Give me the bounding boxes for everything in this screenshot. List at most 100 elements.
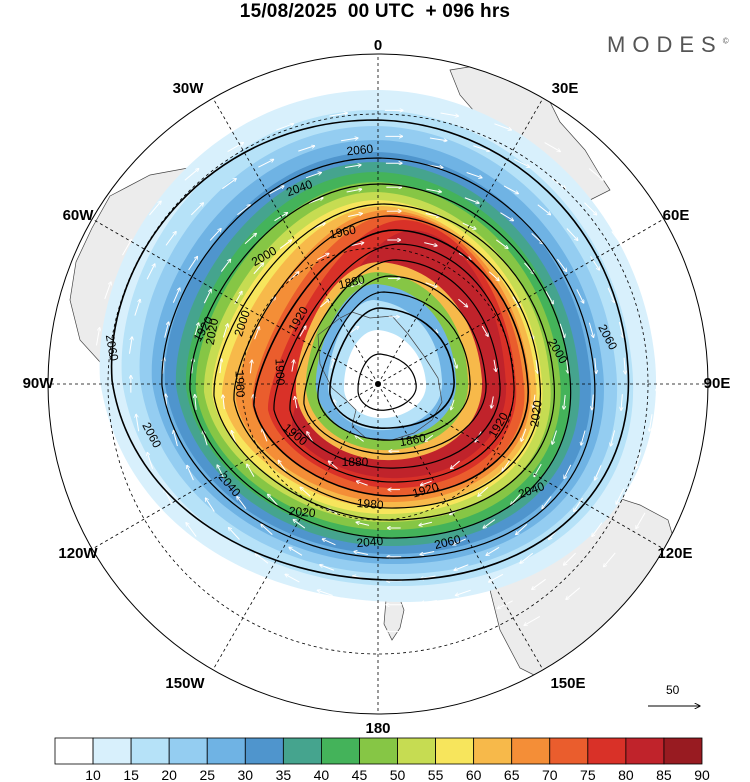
wind-vector [305, 173, 321, 179]
contour-label-group: 2060 [103, 333, 121, 362]
longitude-label: 0 [374, 37, 382, 54]
wind-vector [545, 291, 553, 303]
contour-label-group: 2020 [527, 399, 545, 428]
wind-vector [440, 112, 459, 116]
colorbar-tick-label: 70 [542, 767, 558, 782]
contour-label-group: 1860 [398, 431, 427, 449]
contour-1920 [289, 259, 501, 469]
wind-vector [655, 239, 665, 255]
wind-vector [253, 263, 264, 275]
longitude-label: 90E [704, 375, 731, 392]
contour-label-group: 2040 [356, 534, 384, 550]
wind-vector [269, 186, 284, 195]
reference-vector-label: 50 [666, 683, 680, 697]
wind-vector [581, 430, 586, 445]
wind-vector [607, 287, 615, 303]
wind-speed-colorbar: 10 15 20 25 30 35 40 45 50 55 60 65 70 75 80 85 90 [54, 737, 710, 782]
wind-vector [483, 519, 496, 528]
longitude-label: 180 [365, 720, 390, 737]
colorbar-tick-label: 75 [580, 767, 596, 782]
wind-vector [120, 469, 127, 487]
contour-2020 [189, 183, 572, 539]
colorbar-swatch [130, 737, 170, 765]
wind-vector [212, 553, 225, 566]
wind-vector [621, 394, 622, 410]
wind-vector [220, 259, 230, 272]
wind-vector [516, 523, 528, 534]
contour-1900 [303, 275, 487, 455]
wind-vector [521, 428, 527, 441]
contour-label: 2060 [103, 333, 121, 362]
wind-vector [649, 414, 653, 431]
wind-vector [424, 434, 434, 441]
wind-vector [279, 240, 292, 249]
wind-vector [242, 579, 257, 590]
wind-vector [208, 588, 223, 600]
wind-vector [494, 123, 511, 130]
wind-vector [237, 205, 250, 216]
wind-vector [604, 552, 616, 567]
antarctica-coastline [317, 311, 443, 441]
wind-vector [350, 243, 364, 247]
wind-vector [122, 239, 131, 256]
wind-vector [346, 189, 362, 193]
contour-1960 [253, 229, 529, 497]
wind-vector [564, 394, 566, 409]
wind-vector [557, 258, 566, 271]
wind-vector [105, 423, 109, 441]
wind-vector [188, 256, 198, 271]
wind-vector [341, 138, 358, 142]
meridian-line [377, 98, 544, 385]
wind-vector [687, 327, 691, 346]
logo-text: MODES [607, 32, 723, 57]
colorbar-swatch [54, 737, 94, 765]
longitude-label: 60E [663, 207, 690, 224]
wind-vector [164, 322, 169, 338]
wind-vector [611, 430, 616, 446]
contour-label: 1960 [328, 222, 357, 241]
wind-vector [453, 358, 457, 368]
wind-vector [537, 204, 551, 215]
wind-vector [676, 281, 683, 299]
wind-vector [552, 430, 557, 445]
wind-vector [255, 553, 269, 564]
wind-vector [595, 358, 596, 373]
colorbar-tick-label: 45 [352, 767, 368, 782]
wind-vector [338, 652, 356, 656]
colorbar-swatch [92, 737, 132, 765]
wind-vector [624, 357, 625, 374]
south-pole-marker [375, 381, 381, 387]
colorbar-tick-label: 40 [314, 767, 330, 782]
wind-vector [320, 565, 335, 571]
wind-vector [680, 422, 684, 441]
longitude-label: 30E [552, 80, 579, 97]
reference-vector: 50 [648, 683, 700, 706]
wind-vector [329, 113, 348, 117]
wind-vector [511, 493, 521, 505]
wind-vector [299, 326, 306, 337]
meridian-line [92, 218, 379, 385]
contour-1880 [317, 291, 471, 441]
wind-vector [450, 460, 460, 469]
wind-vector [532, 578, 546, 589]
wind-vector [453, 538, 466, 545]
colorbar-swatch [397, 737, 436, 765]
wind-vector [524, 615, 541, 625]
wind-vector [193, 323, 198, 338]
wind-vector [195, 395, 196, 410]
wind-vector [143, 513, 153, 529]
contour-label: 1880 [337, 272, 367, 292]
colorbar-tick-label: 60 [466, 767, 482, 782]
wind-vector [551, 178, 566, 189]
colorbar-swatch [359, 737, 398, 765]
wind-vector [564, 464, 572, 479]
wind-vector [292, 638, 309, 645]
wind-vector [147, 452, 154, 469]
wind-vector [222, 179, 236, 190]
colorbar-swatch [511, 737, 551, 765]
wind-vector [351, 600, 368, 604]
wind-vector [500, 212, 513, 221]
